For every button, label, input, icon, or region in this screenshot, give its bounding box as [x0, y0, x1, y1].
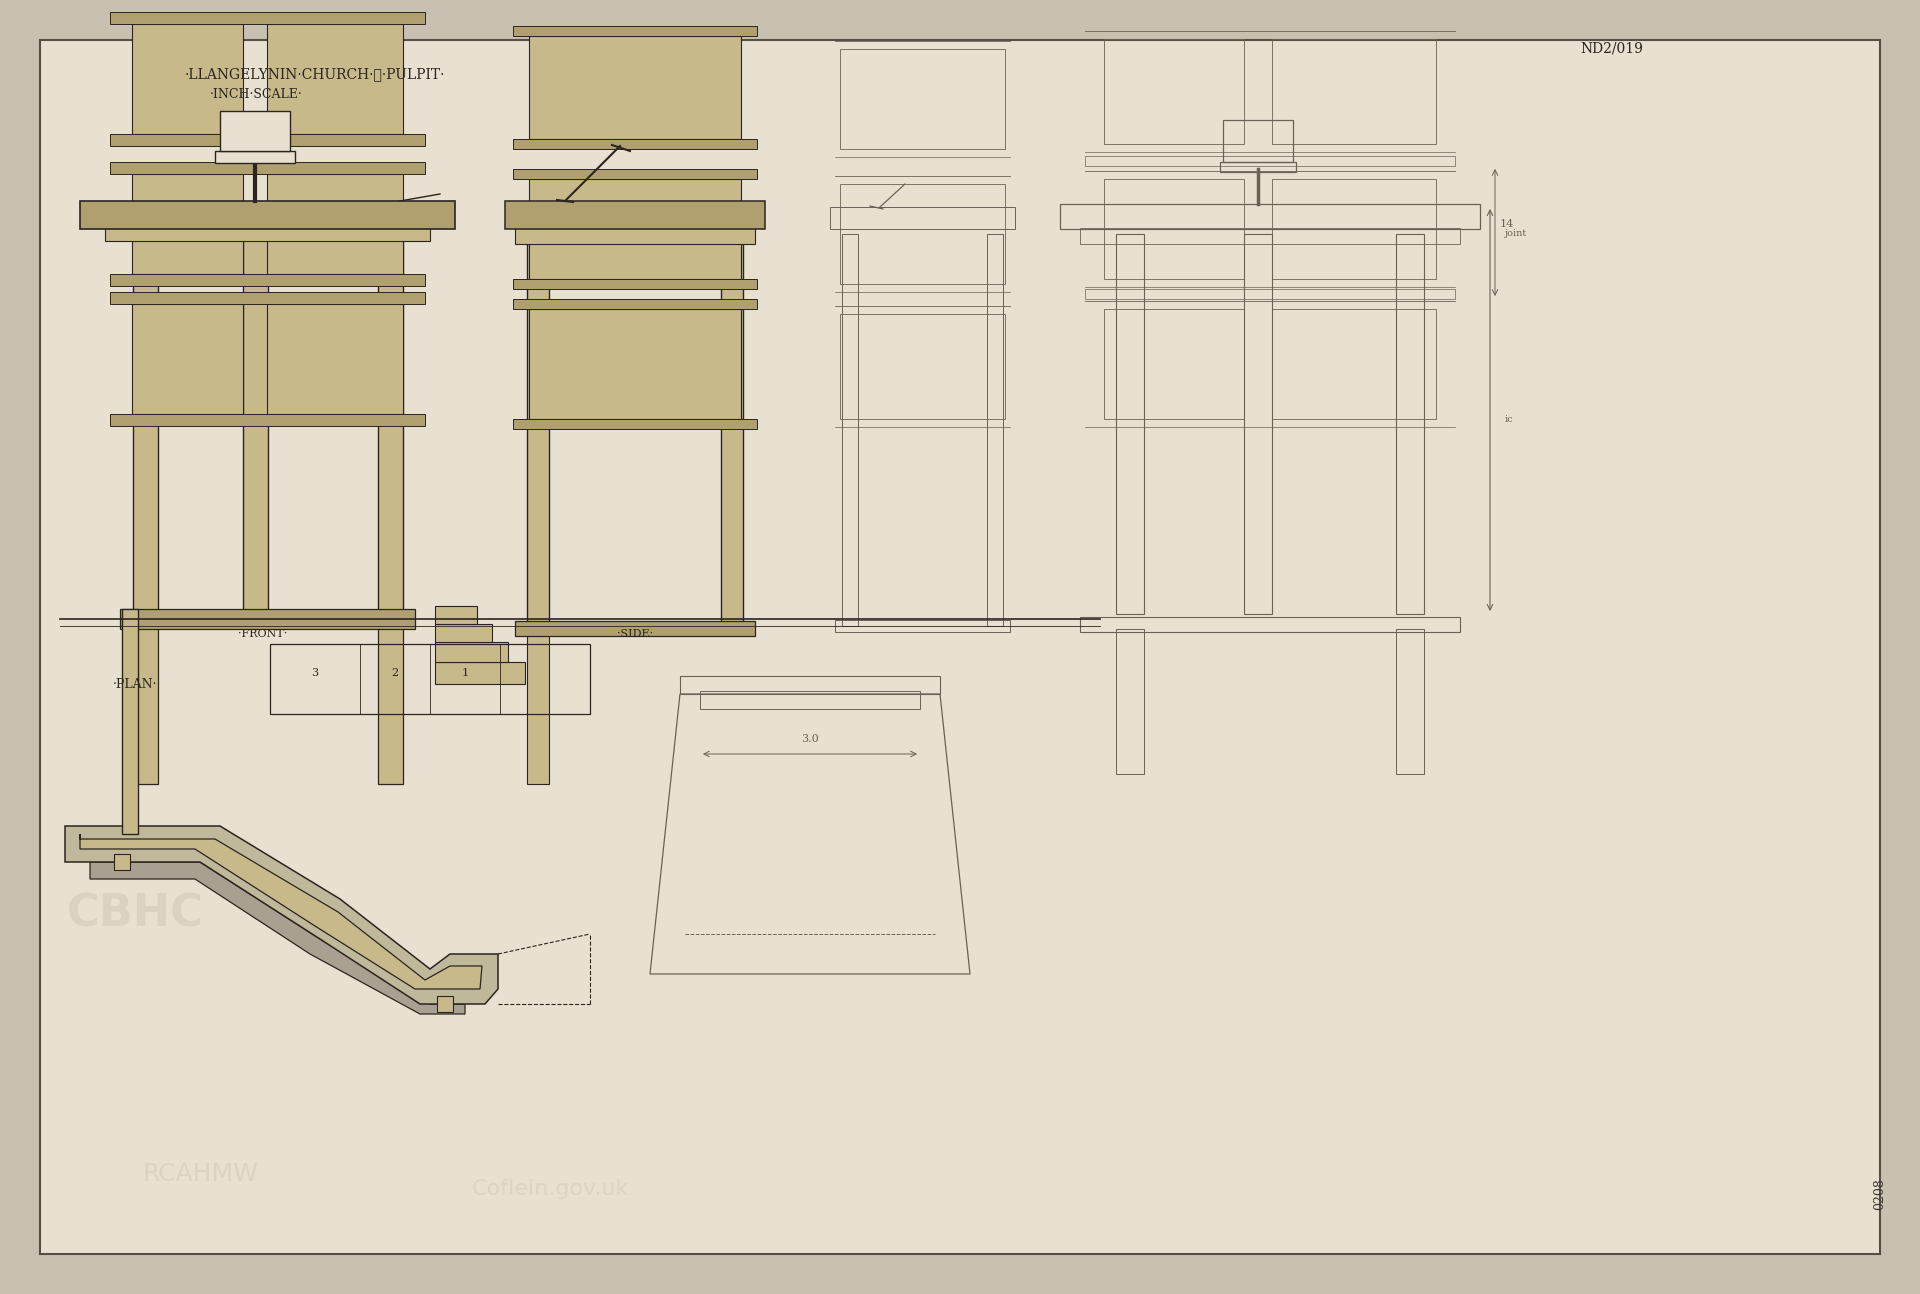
- Bar: [215, 151, 296, 163]
- Bar: [841, 314, 1004, 419]
- Bar: [513, 138, 756, 149]
- Bar: [1079, 228, 1459, 245]
- Bar: [81, 201, 455, 229]
- Bar: [505, 201, 764, 229]
- Text: ·INCH·SCALE·: ·INCH·SCALE·: [209, 88, 303, 101]
- Bar: [132, 304, 244, 414]
- Bar: [109, 135, 424, 146]
- Text: ·LLANGELYNIN·CHURCH·❁·PULPIT·: ·LLANGELYNIN·CHURCH·❁·PULPIT·: [184, 67, 445, 82]
- Bar: [1271, 309, 1436, 419]
- Bar: [530, 36, 741, 138]
- Bar: [987, 234, 1002, 626]
- Bar: [515, 228, 755, 245]
- Bar: [513, 280, 756, 289]
- Bar: [132, 234, 157, 613]
- Polygon shape: [65, 826, 497, 1004]
- Text: 1: 1: [461, 668, 468, 678]
- Bar: [1271, 179, 1436, 280]
- Bar: [267, 304, 403, 414]
- Bar: [513, 170, 756, 179]
- Bar: [132, 25, 244, 135]
- Bar: [378, 613, 403, 784]
- Bar: [1223, 120, 1292, 162]
- Bar: [1104, 179, 1244, 280]
- Bar: [106, 226, 430, 241]
- Bar: [841, 184, 1004, 283]
- Bar: [1271, 39, 1436, 144]
- Bar: [513, 419, 756, 430]
- Bar: [132, 173, 244, 274]
- Bar: [1219, 162, 1296, 172]
- Bar: [515, 621, 755, 635]
- Bar: [526, 234, 549, 629]
- Bar: [680, 675, 941, 694]
- Text: 3: 3: [311, 668, 319, 678]
- Text: ic: ic: [1505, 414, 1513, 423]
- Bar: [271, 644, 589, 714]
- Bar: [436, 642, 509, 663]
- Bar: [701, 691, 920, 709]
- Polygon shape: [90, 862, 465, 1014]
- Bar: [1244, 234, 1271, 613]
- Text: joint: joint: [1505, 229, 1526, 238]
- Bar: [829, 207, 1016, 229]
- Bar: [1104, 309, 1244, 419]
- Bar: [221, 111, 290, 151]
- Polygon shape: [81, 835, 482, 989]
- Bar: [530, 179, 741, 280]
- Bar: [1396, 629, 1425, 774]
- Bar: [109, 274, 424, 286]
- Bar: [119, 609, 415, 629]
- Bar: [109, 162, 424, 173]
- Bar: [1079, 617, 1459, 631]
- Bar: [530, 309, 741, 419]
- Bar: [1104, 39, 1244, 144]
- Text: RCAHMW: RCAHMW: [142, 1162, 257, 1187]
- Text: ·PLAN·: ·PLAN·: [113, 678, 157, 691]
- Text: 14: 14: [1500, 219, 1515, 229]
- Text: 3.0: 3.0: [801, 734, 818, 744]
- Bar: [722, 234, 743, 629]
- Text: 2: 2: [392, 668, 399, 678]
- Bar: [244, 234, 269, 613]
- Bar: [843, 234, 858, 626]
- Text: 0208: 0208: [1874, 1178, 1887, 1210]
- Bar: [513, 26, 756, 36]
- Bar: [267, 173, 403, 274]
- Bar: [378, 234, 403, 613]
- Text: ND2/019: ND2/019: [1580, 41, 1644, 56]
- Bar: [113, 854, 131, 870]
- Text: ·FRONT·: ·FRONT·: [238, 629, 288, 639]
- Bar: [513, 299, 756, 309]
- Text: ·SIDE·: ·SIDE·: [616, 629, 653, 639]
- Bar: [109, 292, 424, 304]
- Bar: [438, 996, 453, 1012]
- Bar: [109, 12, 424, 25]
- Bar: [132, 613, 157, 784]
- Bar: [841, 49, 1004, 149]
- Bar: [1396, 234, 1425, 613]
- Bar: [1085, 157, 1455, 166]
- Bar: [1085, 289, 1455, 299]
- Bar: [109, 414, 424, 426]
- Bar: [436, 663, 524, 685]
- Bar: [1116, 629, 1144, 774]
- Bar: [526, 629, 549, 784]
- Bar: [267, 25, 403, 135]
- Bar: [436, 606, 476, 624]
- Text: Coflein.gov.uk: Coflein.gov.uk: [470, 1179, 628, 1200]
- Bar: [123, 609, 138, 835]
- Bar: [1060, 204, 1480, 229]
- Bar: [1116, 234, 1144, 613]
- Bar: [835, 620, 1010, 631]
- Bar: [436, 624, 492, 642]
- Text: CBHC: CBHC: [67, 893, 204, 936]
